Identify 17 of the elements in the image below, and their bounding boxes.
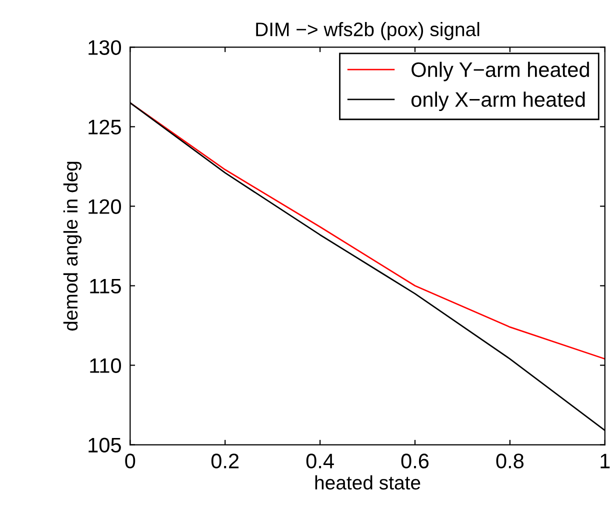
y-tick-label: 130 (88, 40, 121, 55)
x-tick-label: 0 (125, 454, 136, 468)
y-axis-title: demod angle in deg (63, 162, 82, 331)
x-tick-label: 0.2 (211, 454, 239, 468)
x-tick-label: 0.4 (306, 454, 334, 468)
y-tick-label: 105 (88, 438, 121, 453)
chart-title: DIM −> wfs2b (pox) signal (256, 22, 480, 40)
x-axis-title: heated state (315, 475, 420, 490)
legend-label: only X−arm heated (411, 92, 585, 112)
legend-label: Only Y−arm heated (412, 62, 589, 82)
y-tick-label: 110 (90, 358, 121, 374)
y-tick-label: 120 (88, 199, 121, 214)
x-tick-label: 0.6 (401, 454, 429, 468)
y-tick-label: 125 (88, 120, 121, 134)
x-tick-label: 0.8 (496, 454, 524, 468)
y-tick-label: 115 (90, 278, 121, 294)
x-tick-label: 1 (600, 454, 610, 468)
